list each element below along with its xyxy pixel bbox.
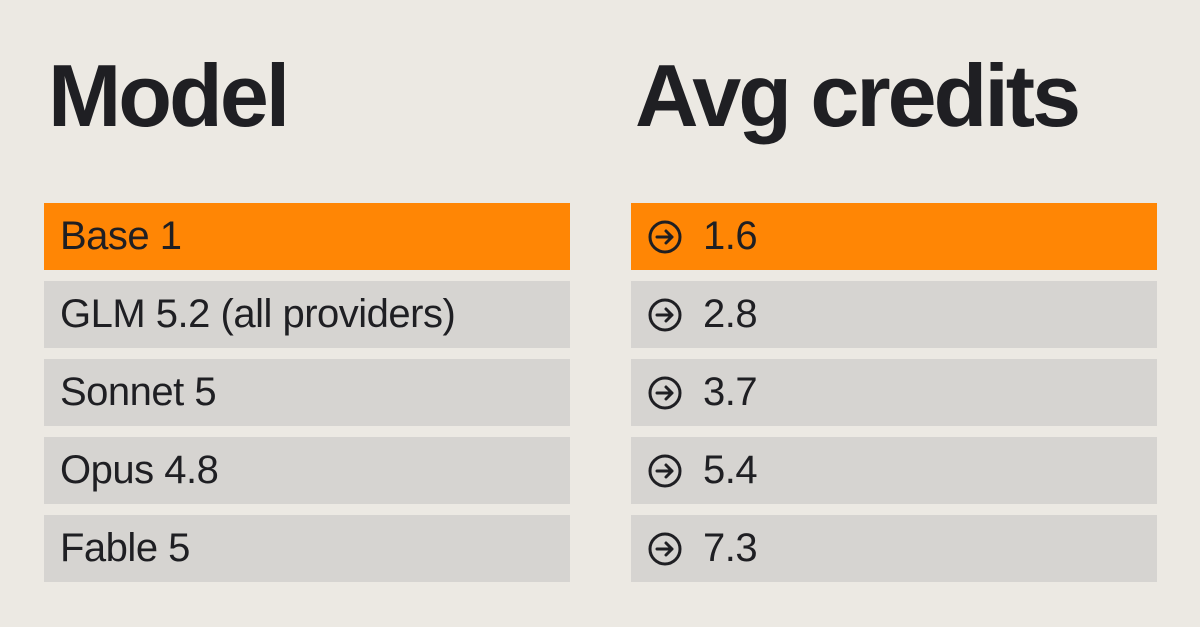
credits-row: 3.7 bbox=[631, 359, 1157, 426]
model-header: Model bbox=[48, 46, 290, 145]
model-name: Base 1 bbox=[60, 214, 182, 258]
model-row: Fable 5 bbox=[44, 515, 570, 582]
model-row: Base 1 bbox=[44, 203, 570, 270]
arrow-right-circle-icon bbox=[647, 375, 683, 411]
model-name: Fable 5 bbox=[60, 526, 190, 570]
credits-header: Avg credits bbox=[635, 46, 1081, 145]
arrow-right-circle-icon bbox=[647, 297, 683, 333]
arrow-right-circle-icon bbox=[647, 219, 683, 255]
credits-row: 2.8 bbox=[631, 281, 1157, 348]
model-name: GLM 5.2 (all providers) bbox=[60, 292, 456, 336]
credits-rows: 1.6 2.8 3.7 5.4 bbox=[631, 203, 1157, 593]
credits-value: 1.6 bbox=[703, 214, 758, 258]
model-row: Sonnet 5 bbox=[44, 359, 570, 426]
credits-value: 2.8 bbox=[703, 292, 758, 336]
credits-value: 5.4 bbox=[703, 448, 758, 492]
arrow-right-circle-icon bbox=[647, 453, 683, 489]
credits-row: 5.4 bbox=[631, 437, 1157, 504]
credits-row: 7.3 bbox=[631, 515, 1157, 582]
arrow-right-circle-icon bbox=[647, 531, 683, 567]
credits-value: 3.7 bbox=[703, 370, 758, 414]
credits-value: 7.3 bbox=[703, 526, 758, 570]
model-name: Opus 4.8 bbox=[60, 448, 219, 492]
model-name: Sonnet 5 bbox=[60, 370, 217, 414]
model-row: GLM 5.2 (all providers) bbox=[44, 281, 570, 348]
model-row: Opus 4.8 bbox=[44, 437, 570, 504]
credits-row: 1.6 bbox=[631, 203, 1157, 270]
model-rows: Base 1 GLM 5.2 (all providers) Sonnet 5 … bbox=[44, 203, 570, 593]
